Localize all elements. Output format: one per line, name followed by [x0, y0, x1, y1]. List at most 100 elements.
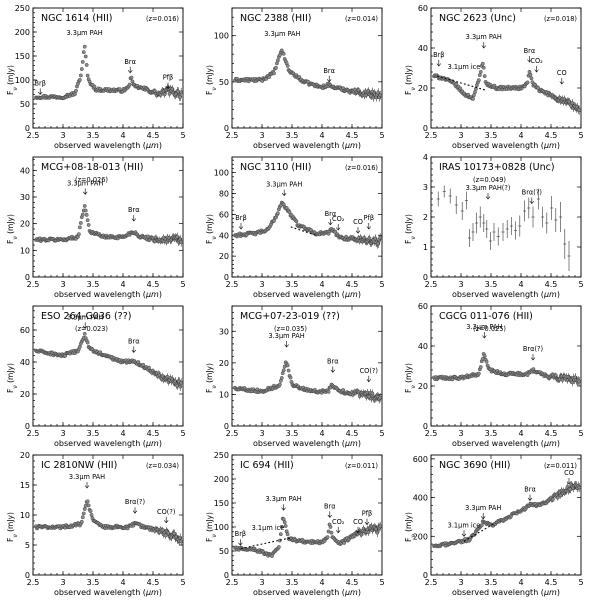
data-point — [84, 213, 89, 217]
data-point — [454, 82, 459, 87]
x-axis-label-unit: μm — [145, 141, 159, 150]
data-series — [34, 331, 183, 392]
feature-arrowhead — [529, 200, 535, 204]
panel-title: MCG+07-23-019 (??) — [240, 311, 340, 322]
y-tick-label: 40 — [418, 44, 428, 53]
plot-frame — [32, 156, 184, 278]
chart-panel-9: 2.5 3 3.5 4 4.5 5 0 20 40 60 observed wavelength (… — [404, 302, 584, 448]
y-tick-label: 50 — [219, 78, 229, 87]
data-point — [279, 524, 284, 529]
x-axis-label-suffix: ) — [557, 588, 560, 597]
plot-frame — [430, 156, 582, 278]
x-tick-label: 5 — [379, 429, 384, 438]
data-point — [478, 365, 483, 369]
x-axis-label-unit: μm — [344, 439, 358, 448]
y-tick-label: 2 — [423, 213, 428, 222]
x-tick-label: 3 — [458, 429, 463, 438]
y-tick-label: 40 — [219, 231, 229, 240]
x-axis-label-suffix: ) — [557, 290, 560, 299]
feature-arrowhead — [355, 230, 361, 234]
feature-label: Brα — [124, 58, 136, 66]
y-axis-label-sub: ν — [211, 385, 218, 389]
panel-title: ESO 264-G036 (??) — [41, 311, 131, 322]
feature-label: Brα(?) — [523, 345, 543, 353]
x-tick-label: 5 — [379, 578, 384, 587]
x-axis-label-prefix: observed wavelength ( — [54, 439, 146, 448]
x-tick-label: 3.5 — [485, 429, 498, 438]
x-tick-label: 4 — [319, 429, 324, 438]
x-tick-label: 4 — [120, 131, 125, 140]
y-tick-label: 50 — [20, 100, 30, 109]
x-tick-label: 2.5 — [425, 578, 438, 587]
data-point — [341, 388, 346, 392]
feature-label: 3.3μm PAH — [67, 179, 103, 187]
y-axis-label: Fν (mJy) — [6, 65, 19, 95]
feature-label: Pfβ — [163, 74, 174, 82]
feature-arrowhead — [84, 485, 90, 489]
y-axis-label-sub: ν — [410, 236, 417, 240]
data-point — [342, 541, 347, 545]
x-tick-label: 3.5 — [286, 131, 299, 140]
x-tick-label: 3.5 — [286, 280, 299, 289]
data-point — [78, 73, 83, 78]
continuum-line — [240, 537, 293, 550]
data-point — [294, 219, 299, 224]
data-series — [233, 360, 382, 404]
x-tick-label: 5 — [578, 578, 583, 587]
y-axis-label-suffix: (mJy) — [404, 214, 413, 236]
feature-arrowhead — [366, 226, 372, 230]
data-point — [84, 63, 89, 67]
x-axis-label-suffix: ) — [557, 439, 560, 448]
feature-label: 3.3μm PAH — [466, 33, 502, 41]
data-point — [80, 212, 85, 217]
plot-frame — [430, 305, 582, 427]
y-tick-label: 0 — [423, 422, 428, 431]
data-point — [458, 86, 463, 91]
x-axis-label: observed wavelength (μm) — [54, 439, 162, 448]
panel-title: NGC 2623 (Unc) — [439, 13, 516, 24]
data-point — [529, 76, 534, 81]
panel-redshift: (z=0.034) — [146, 462, 179, 470]
data-point — [77, 232, 81, 237]
y-tick-label: 0 — [25, 422, 30, 431]
data-point — [80, 515, 85, 520]
data-point — [82, 44, 87, 49]
y-tick-label: 200 — [214, 475, 229, 484]
feature-label: CO₂ — [332, 215, 345, 223]
feature-label: 3.3μm PAH — [265, 495, 301, 503]
y-axis-label: Fν (mJy) — [404, 214, 417, 244]
x-tick-label: 3 — [259, 578, 264, 587]
x-tick-label: 4 — [120, 578, 125, 587]
x-tick-label: 4.5 — [545, 131, 558, 140]
x-tick-label: 5 — [578, 280, 583, 289]
feature-label: Brα — [524, 47, 536, 55]
feature-label: 3.3μm PAH — [466, 323, 502, 331]
x-tick-label: 4 — [518, 280, 523, 289]
y-tick-label: 250 — [214, 451, 229, 460]
data-point — [577, 485, 581, 490]
x-tick-label: 3 — [259, 429, 264, 438]
feature-label: CO₂ — [332, 518, 345, 526]
data-series — [233, 200, 382, 249]
feature-arrowhead — [238, 226, 244, 230]
y-tick-label: 600 — [413, 455, 428, 464]
data-point — [162, 92, 167, 97]
data-point — [81, 511, 86, 516]
data-series — [34, 499, 183, 546]
y-axis-label-prefix: F — [205, 389, 214, 393]
x-axis-label-suffix: ) — [358, 588, 361, 597]
y-tick-label: 5 — [25, 541, 30, 550]
data-point — [473, 90, 477, 95]
x-axis-label: observed wavelength (μm) — [452, 439, 560, 448]
x-tick-label: 3.5 — [485, 131, 498, 140]
y-tick-label: 20 — [20, 220, 30, 229]
data-point — [163, 533, 168, 538]
feature-arrowhead — [37, 91, 43, 95]
data-point — [577, 108, 581, 113]
chart-panel-5: 2.5 3 3.5 4 4.5 5 0 20 40 60 80 100 observed wavelen… — [205, 156, 385, 299]
panel-redshift: (z=0.035) — [274, 325, 307, 333]
x-tick-label: 2.5 — [226, 429, 239, 438]
y-tick-label: 3 — [423, 183, 428, 192]
data-point — [287, 210, 292, 215]
